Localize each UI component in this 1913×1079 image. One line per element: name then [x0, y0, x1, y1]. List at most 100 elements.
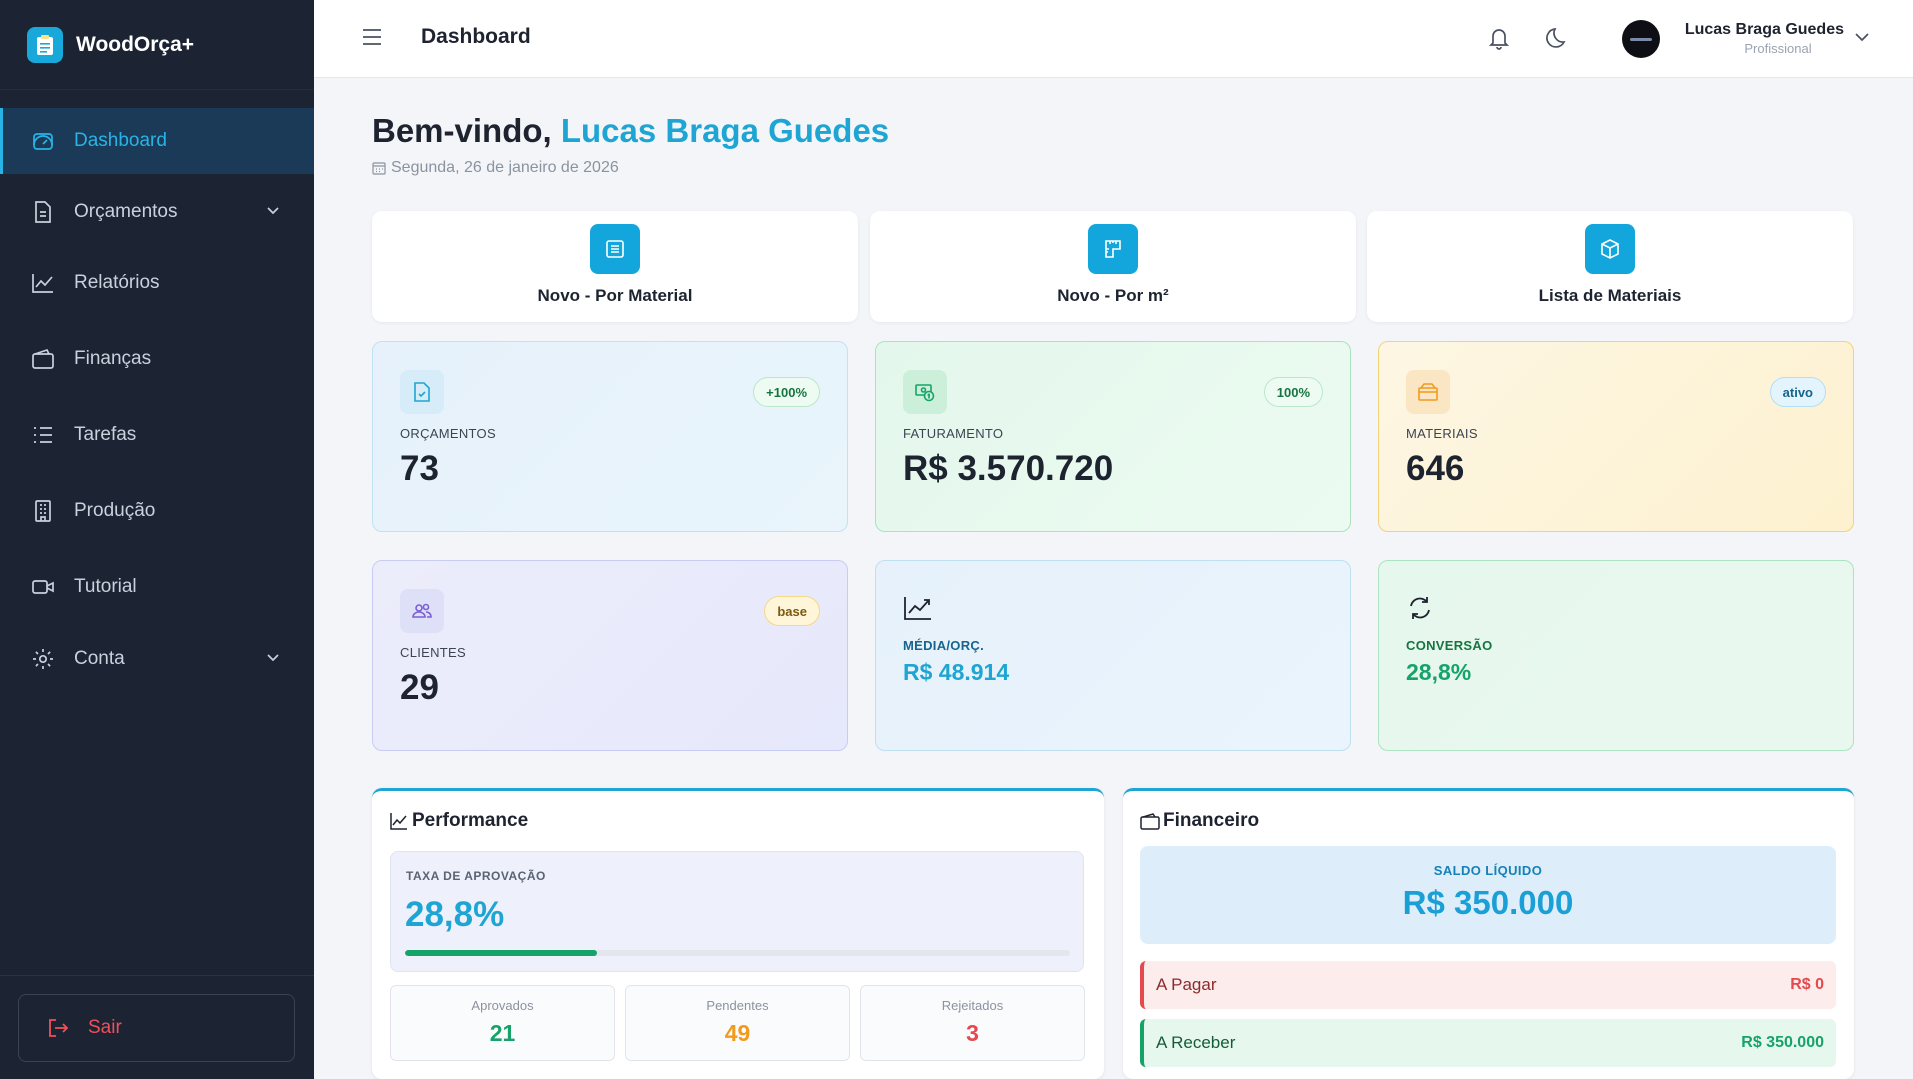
stat-value: 29 [400, 668, 439, 707]
gauge-icon [30, 128, 56, 154]
moon-icon[interactable] [1546, 26, 1568, 55]
wallet-icon [30, 346, 56, 372]
sidebar-footer: Sair [0, 975, 314, 1079]
quick-action-lista-materiais[interactable]: Lista de Materiais [1367, 211, 1853, 322]
saldo-value: R$ 350.000 [1402, 884, 1574, 921]
panel-title-text: Performance [412, 810, 529, 831]
stat-label: ORÇAMENTOS [400, 426, 496, 441]
count-value: 49 [724, 1020, 751, 1046]
sidebar-item-label: Dashboard [74, 130, 167, 151]
clipboard-icon [27, 26, 63, 63]
financeiro-panel: Financeiro SALDO LÍQUIDO R$ 350.000 A Pa… [1123, 788, 1854, 1079]
chevron-down-icon[interactable] [1854, 30, 1870, 49]
a-receber-row[interactable]: A Receber R$ 350.000 [1140, 1019, 1836, 1067]
count-card-pendentes: Pendentes 49 [625, 985, 850, 1061]
chart-line-icon [30, 270, 56, 296]
user-role: Profissional [1744, 41, 1812, 56]
list-icon [30, 422, 56, 448]
stat-card-materiais[interactable]: ativo MATERIAIS 646 [1378, 341, 1854, 532]
sidebar-item-producao[interactable]: Produção [0, 478, 314, 544]
approval-progress-bar [405, 950, 1070, 956]
saldo-label: SALDO LÍQUIDO [1433, 863, 1543, 878]
count-label: Pendentes [706, 998, 769, 1013]
stat-value: 28,8% [1406, 659, 1472, 685]
sidebar-item-label: Produção [74, 500, 156, 521]
saldo-card: SALDO LÍQUIDO R$ 350.000 [1140, 846, 1836, 944]
count-card-aprovados: Aprovados 21 [390, 985, 615, 1061]
sidebar-item-label: Tarefas [74, 424, 137, 445]
stat-label: CONVERSÃO [1406, 638, 1493, 653]
status-badge: ativo [1769, 377, 1826, 407]
quick-action-label: Lista de Materiais [1538, 286, 1682, 305]
panel-title: Financeiro [1140, 810, 1259, 832]
sidebar-item-label: Conta [74, 648, 125, 669]
wallet-icon [1140, 813, 1160, 830]
stat-value: 646 [1406, 449, 1465, 488]
sidebar-item-label: Relatórios [74, 272, 160, 293]
approval-progress-fill [405, 950, 597, 956]
approval-rate-card: TAXA DE APROVAÇÃO 28,8% [390, 851, 1084, 972]
sidebar-item-tarefas[interactable]: Tarefas [0, 402, 314, 468]
logout-button[interactable]: Sair [18, 994, 295, 1062]
sidebar-item-relatorios[interactable]: Relatórios [0, 250, 314, 316]
money-icon [903, 370, 947, 414]
stat-card-faturamento[interactable]: 100% FATURAMENTO R$ 3.570.720 [875, 341, 1351, 532]
refresh-icon [1406, 594, 1434, 627]
ruler-icon [1088, 224, 1138, 274]
stat-value: R$ 3.570.720 [903, 449, 1114, 488]
avatar[interactable] [1622, 20, 1660, 58]
stat-card-conversao[interactable]: CONVERSÃO 28,8% [1378, 560, 1854, 751]
calendar-icon [372, 162, 386, 175]
a-receber-value: R$ 350.000 [1741, 1034, 1824, 1051]
stat-card-media[interactable]: MÉDIA/ORÇ. R$ 48.914 [875, 560, 1351, 751]
count-value: 21 [489, 1020, 516, 1046]
box-icon [1406, 370, 1450, 414]
sidebar-item-financas[interactable]: Finanças [0, 326, 314, 392]
gear-icon [30, 646, 56, 672]
sidebar-item-label: Finanças [74, 348, 152, 369]
performance-panel: Performance TAXA DE APROVAÇÃO 28,8% Apro… [372, 788, 1104, 1079]
current-date: Segunda, 26 de janeiro de 2026 [372, 159, 619, 177]
brand[interactable]: WoodOrça+ [0, 0, 314, 90]
welcome-greeting: Bem-vindo, [372, 112, 552, 149]
quick-action-novo-material[interactable]: Novo - Por Material [372, 211, 858, 322]
quick-action-label: Novo - Por Material [537, 286, 693, 305]
chart-line-icon [390, 813, 407, 830]
document-icon [590, 224, 640, 274]
stat-card-orcamentos[interactable]: +100% ORÇAMENTOS 73 [372, 341, 848, 532]
a-pagar-label: A Pagar [1156, 975, 1217, 994]
status-badge: 100% [1263, 377, 1323, 407]
a-pagar-row[interactable]: A Pagar R$ 0 [1140, 961, 1836, 1009]
panel-title: Performance [389, 810, 528, 832]
stat-label: CLIENTES [400, 645, 466, 660]
stat-card-clientes[interactable]: base CLIENTES 29 [372, 560, 848, 751]
sidebar: WoodOrça+ Dashboard Orçamentos Relatório… [0, 0, 314, 1079]
chevron-down-icon [266, 201, 280, 223]
count-label: Aprovados [471, 998, 534, 1013]
menu-icon[interactable] [362, 28, 382, 51]
stat-label: MATERIAIS [1406, 426, 1478, 441]
count-value: 3 [966, 1020, 979, 1046]
user-name[interactable]: Lucas Braga Guedes [1684, 21, 1844, 38]
stat-label: MÉDIA/ORÇ. [903, 638, 984, 653]
approval-value: 28,8% [405, 895, 505, 934]
stat-label: FATURAMENTO [903, 426, 1004, 441]
a-pagar-value: R$ 0 [1790, 976, 1824, 993]
sidebar-item-orcamentos[interactable]: Orçamentos [0, 179, 314, 245]
bell-icon[interactable] [1488, 26, 1510, 55]
quick-action-novo-m2[interactable]: Novo - Por m² [870, 211, 1356, 322]
date-text: Segunda, 26 de janeiro de 2026 [391, 159, 619, 176]
status-badge: base [764, 596, 820, 626]
stat-value: R$ 48.914 [903, 659, 1010, 685]
sidebar-item-conta[interactable]: Conta [0, 626, 314, 692]
panel-title-text: Financeiro [1163, 810, 1260, 831]
count-card-rejeitados: Rejeitados 3 [860, 985, 1085, 1061]
page-title: Dashboard [421, 25, 531, 48]
sidebar-item-tutorial[interactable]: Tutorial [0, 554, 314, 620]
sidebar-item-dashboard[interactable]: Dashboard [0, 108, 314, 174]
welcome-user-name: Lucas Braga Guedes [560, 112, 890, 149]
stat-value: 73 [400, 449, 439, 488]
users-icon [400, 589, 444, 633]
video-icon [30, 574, 56, 600]
approval-label: TAXA DE APROVAÇÃO [406, 869, 546, 883]
